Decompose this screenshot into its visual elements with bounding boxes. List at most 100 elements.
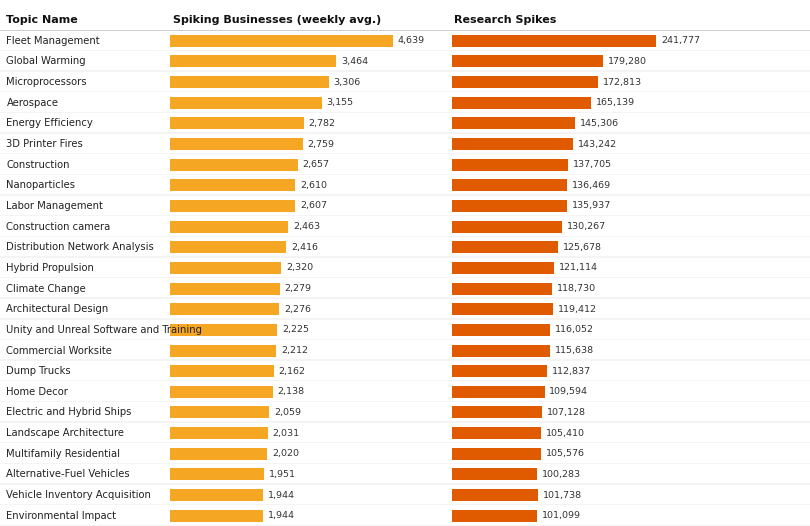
Text: 2,138: 2,138 xyxy=(278,387,305,396)
Bar xyxy=(170,489,263,501)
Text: Commercial Worksite: Commercial Worksite xyxy=(6,346,113,356)
Text: 2,320: 2,320 xyxy=(287,264,313,272)
Bar xyxy=(170,97,322,109)
Bar xyxy=(452,282,552,295)
Bar xyxy=(452,220,562,232)
Text: Home Decor: Home Decor xyxy=(6,387,68,397)
Text: Environmental Impact: Environmental Impact xyxy=(6,511,117,521)
Bar xyxy=(170,138,303,150)
Text: 3,306: 3,306 xyxy=(334,78,361,87)
Text: 143,242: 143,242 xyxy=(578,139,617,148)
Text: Aerospace: Aerospace xyxy=(6,98,58,108)
Text: Alternative-Fuel Vehicles: Alternative-Fuel Vehicles xyxy=(6,469,130,479)
Text: 101,738: 101,738 xyxy=(543,491,582,500)
Text: 2,276: 2,276 xyxy=(284,305,311,313)
Text: 2,225: 2,225 xyxy=(282,326,309,335)
Text: Research Spikes: Research Spikes xyxy=(454,15,556,25)
Text: 3D Printer Fires: 3D Printer Fires xyxy=(6,139,83,149)
Text: 2,279: 2,279 xyxy=(284,284,311,293)
Bar xyxy=(452,159,569,171)
Bar xyxy=(452,200,567,212)
Bar xyxy=(452,179,567,191)
Text: 112,837: 112,837 xyxy=(552,367,591,376)
Text: Fleet Management: Fleet Management xyxy=(6,36,100,46)
Bar xyxy=(170,200,296,212)
Bar xyxy=(170,159,298,171)
Bar xyxy=(452,345,550,357)
Text: 165,139: 165,139 xyxy=(596,98,635,107)
Bar xyxy=(170,448,267,460)
Text: 2,162: 2,162 xyxy=(279,367,305,376)
Bar xyxy=(452,386,544,398)
Bar xyxy=(452,427,541,439)
Text: 2,610: 2,610 xyxy=(301,181,327,190)
Text: 130,267: 130,267 xyxy=(567,222,606,231)
Text: 2,759: 2,759 xyxy=(308,139,335,148)
Text: 241,777: 241,777 xyxy=(661,36,700,45)
Text: Labor Management: Labor Management xyxy=(6,201,104,211)
Text: Dump Trucks: Dump Trucks xyxy=(6,366,71,376)
Text: 137,705: 137,705 xyxy=(573,160,612,169)
Bar xyxy=(170,117,304,129)
Text: Construction camera: Construction camera xyxy=(6,221,111,231)
Text: 2,463: 2,463 xyxy=(293,222,320,231)
Bar xyxy=(452,55,603,67)
Bar xyxy=(452,468,537,480)
Text: Nanoparticles: Nanoparticles xyxy=(6,180,75,190)
Text: 179,280: 179,280 xyxy=(608,57,647,66)
Bar xyxy=(170,365,274,377)
Bar xyxy=(452,76,598,88)
Bar xyxy=(170,262,282,274)
Text: Spiking Businesses (weekly avg.): Spiking Businesses (weekly avg.) xyxy=(173,15,381,25)
Bar xyxy=(170,179,296,191)
Text: 2,607: 2,607 xyxy=(301,201,327,210)
Text: 4,639: 4,639 xyxy=(398,36,424,45)
Text: Climate Change: Climate Change xyxy=(6,284,86,294)
Bar xyxy=(170,510,263,522)
Text: 3,155: 3,155 xyxy=(326,98,354,107)
Text: Landscape Architecture: Landscape Architecture xyxy=(6,428,125,438)
Text: 1,944: 1,944 xyxy=(268,491,296,500)
Bar xyxy=(452,489,538,501)
Text: 2,657: 2,657 xyxy=(303,160,330,169)
Text: Unity and Unreal Software and Training: Unity and Unreal Software and Training xyxy=(6,325,202,335)
Text: 125,678: 125,678 xyxy=(563,243,602,252)
Text: 172,813: 172,813 xyxy=(603,78,642,87)
Text: Topic Name: Topic Name xyxy=(6,15,79,25)
Text: Distribution Network Analysis: Distribution Network Analysis xyxy=(6,242,154,252)
Bar xyxy=(452,35,656,47)
Bar xyxy=(452,97,591,109)
Text: 135,937: 135,937 xyxy=(572,201,611,210)
Bar xyxy=(170,345,276,357)
Bar xyxy=(452,117,574,129)
Bar xyxy=(170,407,269,419)
Bar xyxy=(452,241,558,254)
Text: Electric and Hybrid Ships: Electric and Hybrid Ships xyxy=(6,408,132,418)
Text: Microprocessors: Microprocessors xyxy=(6,77,87,87)
Text: Hybrid Propulsion: Hybrid Propulsion xyxy=(6,263,94,273)
Text: 2,059: 2,059 xyxy=(274,408,301,417)
Text: 121,114: 121,114 xyxy=(559,264,598,272)
Bar xyxy=(170,427,267,439)
Text: 2,212: 2,212 xyxy=(281,346,308,355)
Text: 105,576: 105,576 xyxy=(546,449,585,458)
Text: 2,020: 2,020 xyxy=(272,449,299,458)
Text: 2,416: 2,416 xyxy=(291,243,318,252)
Bar xyxy=(452,324,550,336)
Bar xyxy=(170,303,279,315)
Text: 136,469: 136,469 xyxy=(572,181,612,190)
Text: 1,944: 1,944 xyxy=(268,511,296,520)
Bar xyxy=(452,303,552,315)
Bar xyxy=(170,386,273,398)
Bar xyxy=(170,220,288,232)
Text: Architectural Design: Architectural Design xyxy=(6,304,109,314)
Bar xyxy=(452,448,541,460)
Text: Energy Efficiency: Energy Efficiency xyxy=(6,118,93,128)
Bar xyxy=(170,324,277,336)
Text: 116,052: 116,052 xyxy=(555,326,594,335)
Text: 3,464: 3,464 xyxy=(341,57,369,66)
Text: 145,306: 145,306 xyxy=(579,119,619,128)
Text: 107,128: 107,128 xyxy=(548,408,586,417)
Text: 115,638: 115,638 xyxy=(555,346,594,355)
Bar xyxy=(170,282,279,295)
